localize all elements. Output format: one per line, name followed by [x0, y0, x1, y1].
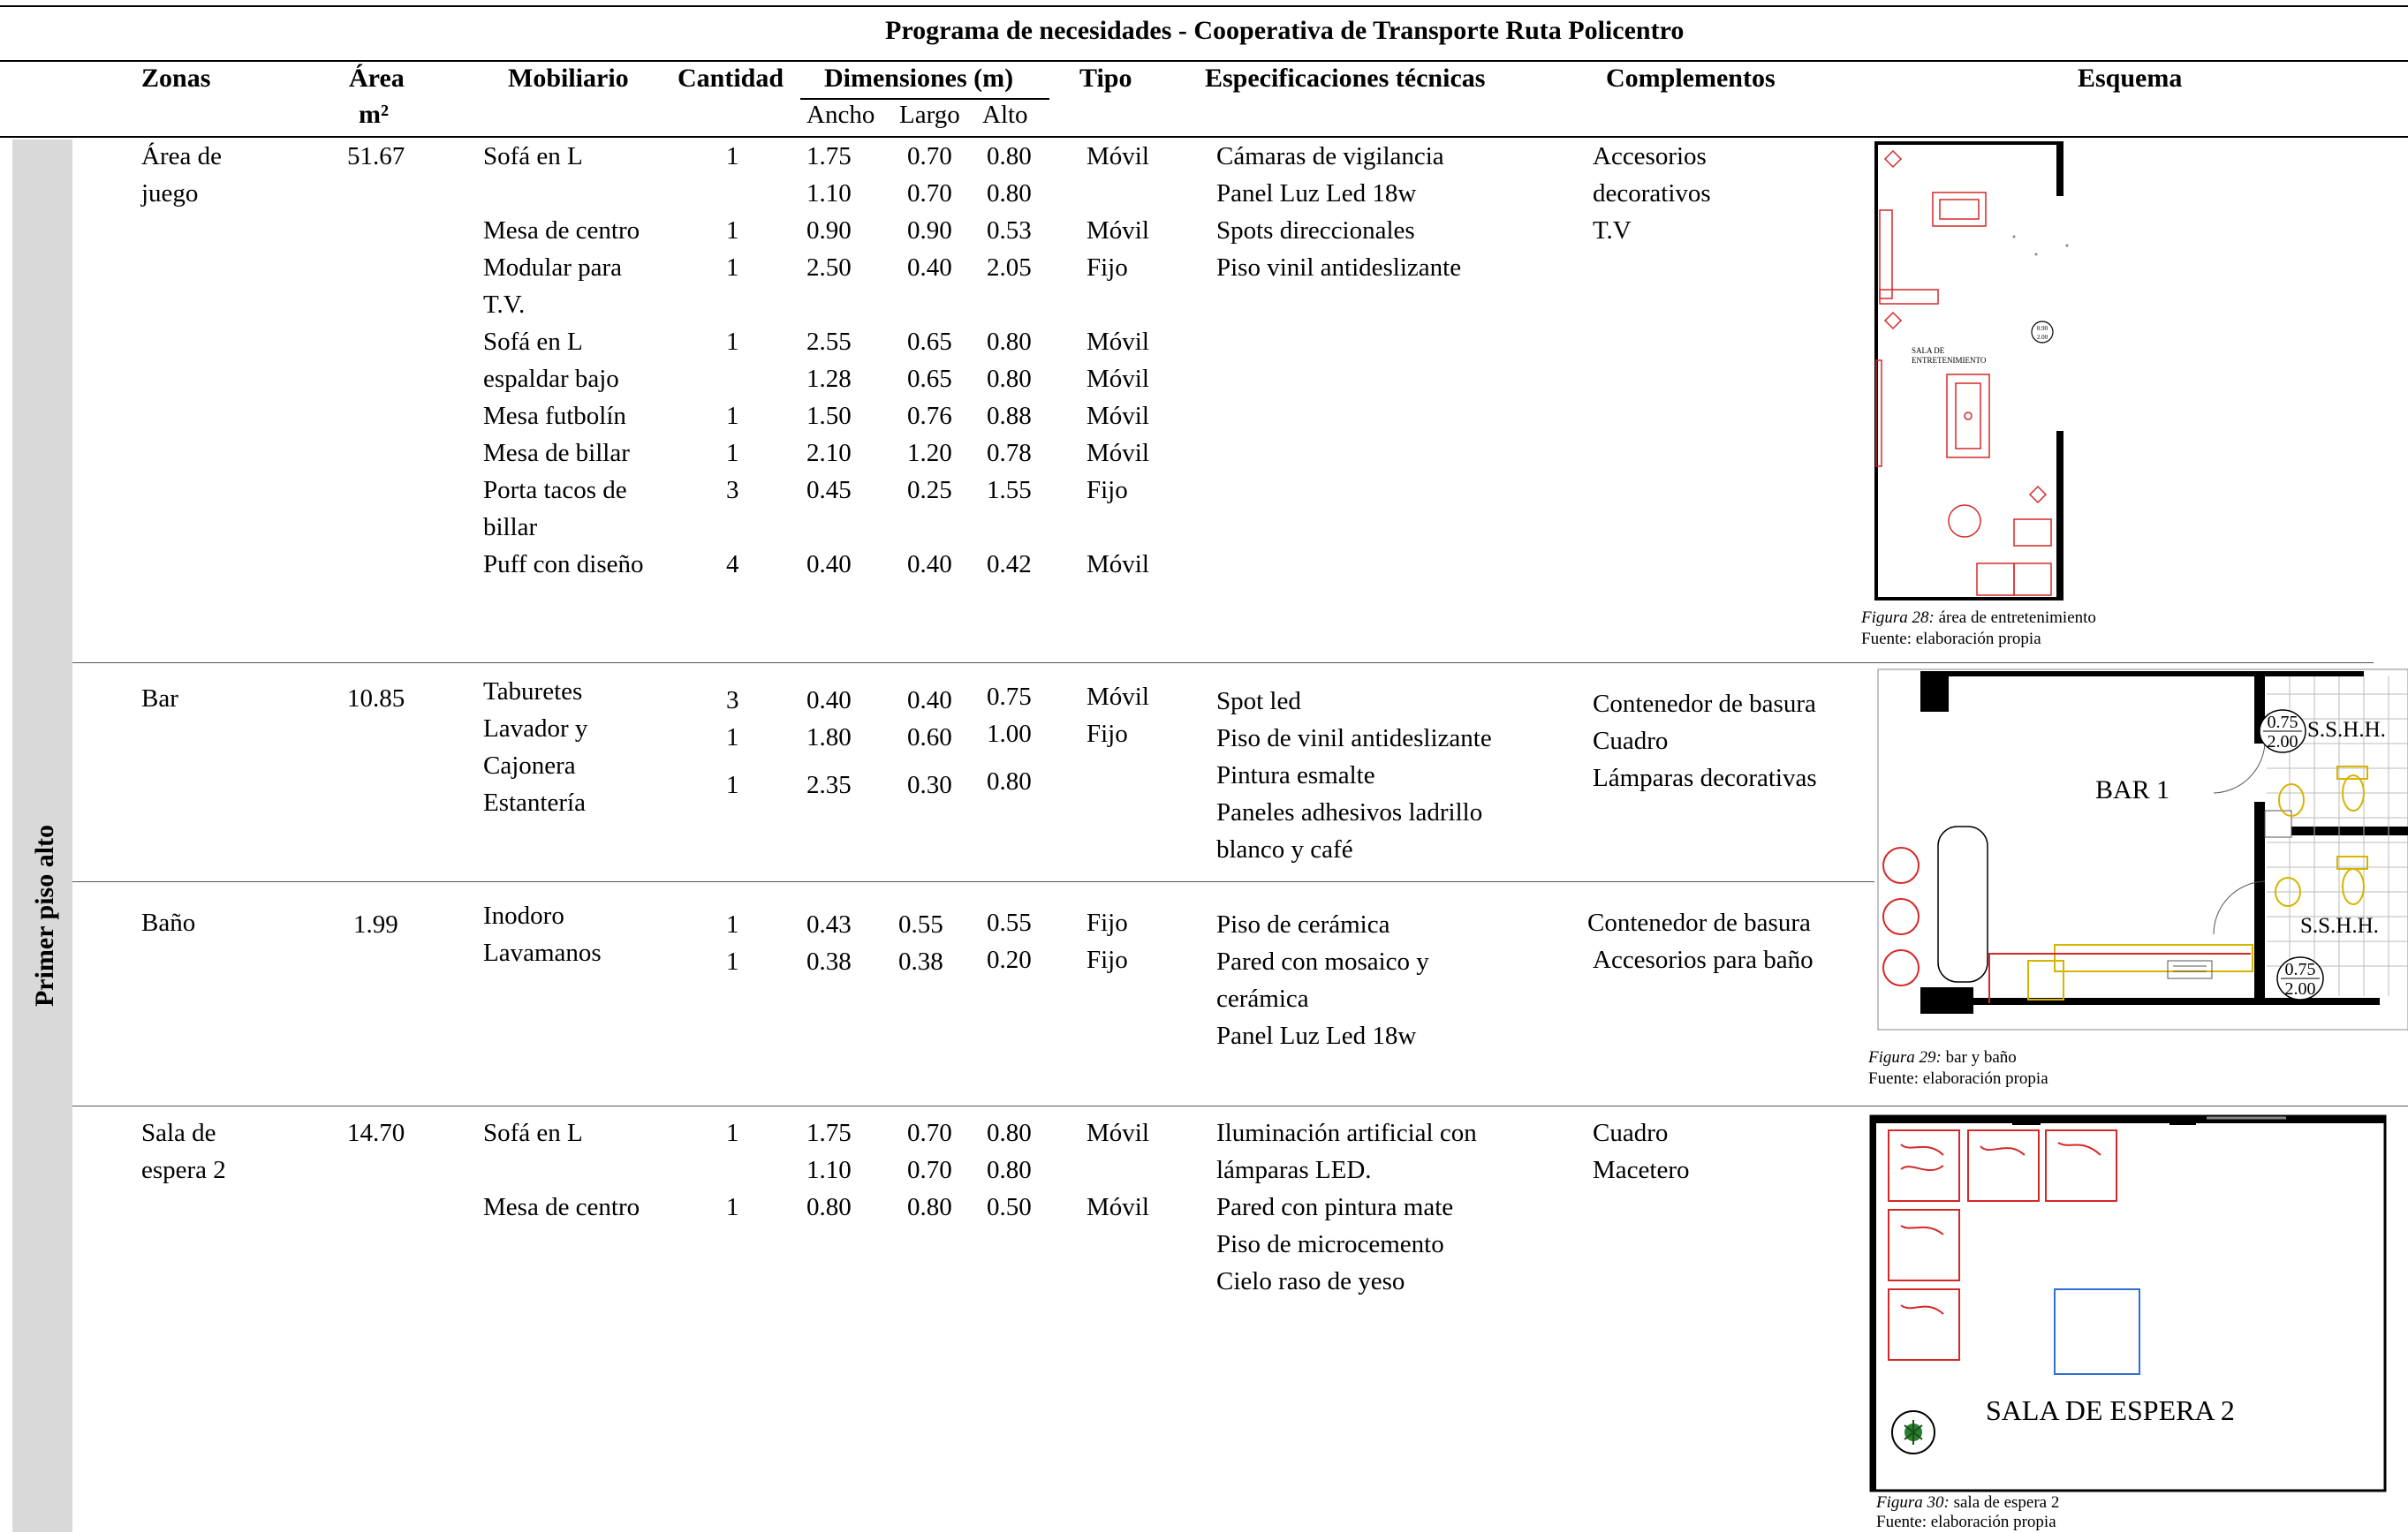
floor-label: Primer piso alto: [30, 824, 59, 1008]
header-esquema: Esquema: [2078, 64, 2183, 93]
header-rule: [0, 136, 2408, 138]
header-area: Área: [349, 64, 405, 93]
cantidad-list: 1 1: [726, 1119, 739, 1221]
plan-entretenimiento: 0.90 2.00 SALA DE ENTRETENIMIENTO: [1874, 141, 2069, 600]
svg-text:0.90: 0.90: [2037, 325, 2048, 332]
header-area-unit: m²: [359, 100, 389, 129]
plan-bar-bano: BAR 1 0.75 2.00 0.75 2.00 S.S.H.H. S.S.H…: [1877, 668, 2408, 1031]
ancho-list: 0.43 0.38: [806, 910, 852, 976]
svg-text:2.00: 2.00: [2037, 334, 2048, 341]
top-rule: [0, 5, 2408, 7]
mobiliario-list: Inodoro Lavamanos: [483, 902, 602, 967]
specs-list: Iluminación artificial con lámparas LED. …: [1216, 1119, 1477, 1295]
floor-band: [12, 140, 72, 1532]
alto-list: 0.55 0.20: [987, 909, 1032, 974]
area-value: 14.70: [347, 1119, 405, 1147]
svg-text:SALA DE ESPERA 2: SALA DE ESPERA 2: [1986, 1394, 2235, 1426]
svg-text:S.S.H.H.: S.S.H.H.: [2300, 914, 2379, 938]
svg-text:0.75: 0.75: [2285, 960, 2316, 979]
header-complementos: Complementos: [1606, 64, 1776, 93]
tipo-list: Móvil Móvil: [1087, 1119, 1149, 1221]
source-figura-29: Fuente: elaboración propia: [1868, 1069, 2048, 1088]
zona-bano: Baño: [141, 909, 196, 937]
largo-list: 0.55 0.38: [898, 910, 943, 976]
table-title: Programa de necesidades - Cooperativa de…: [885, 16, 1685, 45]
svg-text:BAR 1: BAR 1: [2095, 775, 2169, 804]
svg-text:0.75: 0.75: [2268, 713, 2298, 732]
largo-list: 0.70 0.70 0.80: [907, 1119, 952, 1221]
complementos-list: Contenedor de basura Cuadro Lámparas deco…: [1593, 690, 1817, 792]
svg-text:ENTRETENIMIENTO: ENTRETENIMIENTO: [1912, 356, 1987, 365]
complementos-list: Accesorios decorativos T.V: [1593, 142, 1711, 245]
dimensiones-rule: [800, 98, 1049, 100]
section-separator: [72, 662, 2374, 663]
caption-figura-29: Figura 29: bar y baño: [1868, 1048, 2017, 1067]
specs-list: Spot led Piso de vinil antideslizante Pin…: [1216, 687, 1492, 864]
header-mobiliario: Mobiliario: [508, 64, 629, 93]
specs-list: Cámaras de vigilancia Panel Luz Led 18w S…: [1216, 142, 1462, 282]
mobiliario-list: Sofá en L Mesa de centro: [483, 1119, 640, 1221]
area-value: 1.99: [353, 910, 398, 939]
tipo-list: Móvil Fijo: [1087, 683, 1149, 748]
ancho-list: 0.40 1.80 2.35: [806, 686, 852, 799]
specs-list: Piso de cerámica Pared con mosaico y cerá…: [1216, 910, 1429, 1050]
tipo-list: Fijo Fijo: [1087, 909, 1128, 974]
header-largo: Largo: [899, 101, 960, 129]
largo-list: 0.70 0.70 0.90 0.40 0.65 0.65 0.76 1.20 0.25…: [907, 142, 952, 578]
tipo-list: Móvil Móvil Fijo Móvil Móvil Móvil Móvil Fi…: [1087, 142, 1149, 578]
zona-area-juego: Área de juego: [141, 142, 222, 208]
caption-figura-30: Figura 30: sala de espera 2: [1876, 1493, 2060, 1512]
zona-bar: Bar: [141, 684, 178, 713]
area-value: 51.67: [347, 142, 405, 170]
header-tipo: Tipo: [1079, 64, 1132, 93]
header-alto: Alto: [982, 101, 1028, 129]
ancho-list: 1.75 1.10 0.90 2.50 2.55 1.28 1.50 2.10 0.45…: [806, 142, 852, 578]
svg-text:SALA DE: SALA DE: [1912, 346, 1945, 355]
svg-text:2.00: 2.00: [2285, 979, 2316, 999]
source-figura-28: Fuente: elaboración propia: [1861, 630, 2041, 648]
largo-list: 0.40 0.60 0.30: [907, 686, 952, 799]
title-rule: [0, 60, 2408, 62]
source-figura-30: Fuente: elaboración propia: [1876, 1513, 2056, 1531]
complementos-list: Contenedor de basura Accesorios para bañ…: [1587, 909, 1814, 974]
ancho-list: 1.75 1.10 0.80: [806, 1119, 852, 1221]
header-zonas: Zonas: [141, 64, 211, 93]
caption-figura-28: Figura 28: área de entretenimiento: [1861, 608, 2096, 627]
area-value: 10.85: [347, 684, 405, 713]
header-cantidad: Cantidad: [678, 64, 784, 93]
svg-text:S.S.H.H.: S.S.H.H.: [2307, 718, 2386, 742]
complementos-list: Cuadro Macetero: [1593, 1119, 1690, 1184]
zona-sala-espera-2: Sala de espera 2: [141, 1119, 226, 1184]
plan-sala-espera-2: SALA DE ESPERA 2: [1869, 1114, 2387, 1492]
mobiliario-list: Sofá en L Mesa de centro Modular para T.V…: [483, 142, 644, 578]
alto-list: 0.75 1.00 0.80: [987, 683, 1032, 796]
header-especificaciones: Especificaciones técnicas: [1205, 64, 1486, 93]
alto-list: 0.80 0.80 0.53 2.05 0.80 0.80 0.88 0.78 1.55…: [987, 142, 1032, 578]
section-separator: [72, 881, 1874, 882]
header-dimensiones: Dimensiones (m): [824, 64, 1014, 93]
svg-text:2.00: 2.00: [2268, 732, 2298, 751]
mobiliario-list: Taburetes Lavador y Cajonera Estantería: [483, 677, 588, 817]
header-ancho: Ancho: [806, 101, 875, 129]
alto-list: 0.80 0.80 0.50: [987, 1119, 1032, 1221]
